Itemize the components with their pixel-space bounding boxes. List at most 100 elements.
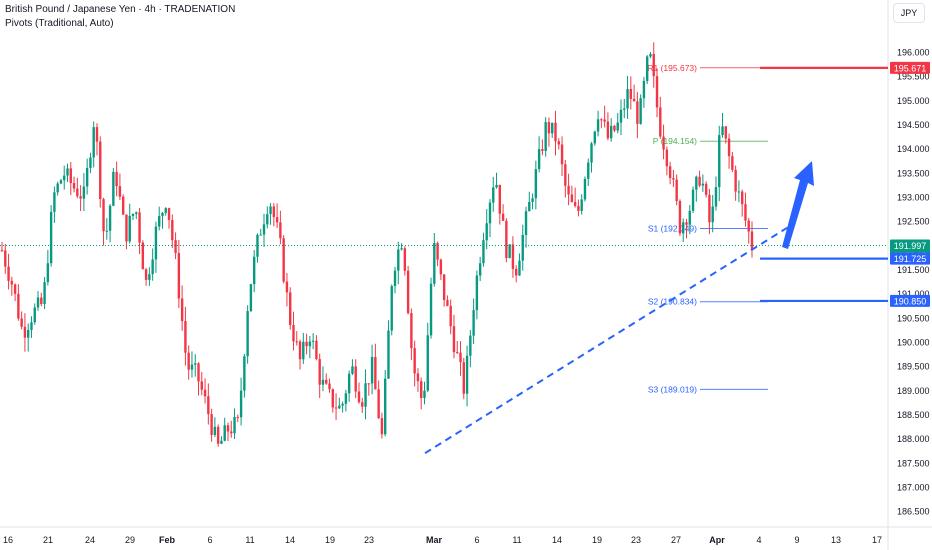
candle-body [400,248,403,250]
candle-body [0,250,4,252]
pivot-lines: R1 (195.673) P (194.154) S1 (192.349) S2 (1… [647,63,768,394]
candle-body [79,196,82,199]
candle-body [682,222,685,234]
currency-button[interactable]: JPY [893,3,925,23]
candle-body [76,188,79,197]
candle-body [367,383,371,385]
candle-body [704,183,708,195]
y-tick-label: 191.500 [897,265,930,275]
candle-body [528,201,531,212]
candle-body [734,169,737,192]
candle-body [587,162,590,179]
candle-body [213,426,217,435]
candle-body [606,121,610,139]
candle-body [459,352,462,363]
candle-body [315,340,318,360]
candle-body [397,249,400,271]
x-tick-label: 4 [756,535,761,545]
candle-body [551,122,554,134]
candle-body [295,341,298,343]
y-tick-label: 192.500 [897,217,930,227]
candle-body [85,167,89,187]
candle-body [239,390,243,418]
candle-body [695,176,698,190]
candle-body [292,324,295,342]
level-tag-text: 191.725 [894,254,927,264]
candle-body [380,418,384,435]
level-tag [890,294,930,307]
drawing-overlay [0,66,888,455]
candle-body [259,234,262,236]
candle-body [69,168,72,183]
candle-body [23,326,27,338]
candle-body [639,98,642,124]
indicator-legend[interactable]: Pivots (Traditional, Auto) [5,18,114,29]
candle-body [33,307,36,323]
candle-body [112,171,115,206]
candle-body [298,341,302,360]
pivot-label: S2 (190.834) [648,297,697,307]
y-tick-label: 186.500 [897,507,930,517]
candle-body [570,194,574,202]
candle-body [691,189,695,211]
candle-body [361,402,364,407]
candle-body [740,191,744,205]
candle-body [449,305,452,327]
candle-body [190,364,194,370]
candle-body [72,182,76,189]
symbol-title[interactable]: British Pound / Japanese Yen · 4h · TRAD… [5,4,236,15]
candle-body [328,383,331,390]
candle-body [95,127,99,142]
candle-body [616,122,619,131]
candle-body [564,164,567,186]
candle-body [488,202,492,224]
x-tick-label: 29 [125,535,135,545]
candle-body [472,310,475,336]
candle-body [20,318,23,327]
x-tick-label: 11 [512,535,521,545]
candle-body [718,135,721,188]
y-tick-label: 190.000 [897,338,930,348]
candle-body [573,201,577,206]
x-tick-label: 17 [872,535,882,545]
candle-body [518,260,521,276]
candle-body [49,211,53,264]
candle-body [125,214,128,242]
candles [0,42,754,447]
candle-body [600,119,603,121]
candle-body [590,143,593,163]
candle-body [243,356,246,391]
pivot-label: S3 (189.019) [648,384,697,394]
candle-body [207,396,210,415]
y-tick-label: 195.500 [897,72,930,82]
candle-body [744,204,747,221]
candle-body [531,198,534,202]
candle-body [249,284,253,312]
candle-body [714,187,718,207]
time-axis[interactable]: 16 21 24 29 Feb 6 11 14 19 23 Mar 6 11 14 19 23 27 Apr 4 9 1… [3,535,882,545]
candle-body [501,213,505,221]
candle-body [141,242,145,270]
candle-body [672,178,675,180]
candle-body [148,274,151,280]
candle-body [272,206,276,218]
level-tag [890,252,930,265]
candle-body [659,107,662,137]
candle-body [161,212,164,216]
candle-body [43,282,46,304]
candle-body [154,226,158,260]
x-tick-label: 16 [3,535,13,545]
candle-body [554,122,557,142]
candle-body [210,414,213,435]
candle-body [675,179,678,202]
price-axis[interactable]: 186.500 187.000 187.500 188.000 188.500 189.0… [897,48,930,517]
candle-body [135,212,138,215]
candle-body [623,108,626,110]
candle-body [482,240,485,264]
candle-body [344,393,348,404]
candle-body [420,381,423,398]
candle-body [613,125,616,131]
level-tag [890,61,930,74]
